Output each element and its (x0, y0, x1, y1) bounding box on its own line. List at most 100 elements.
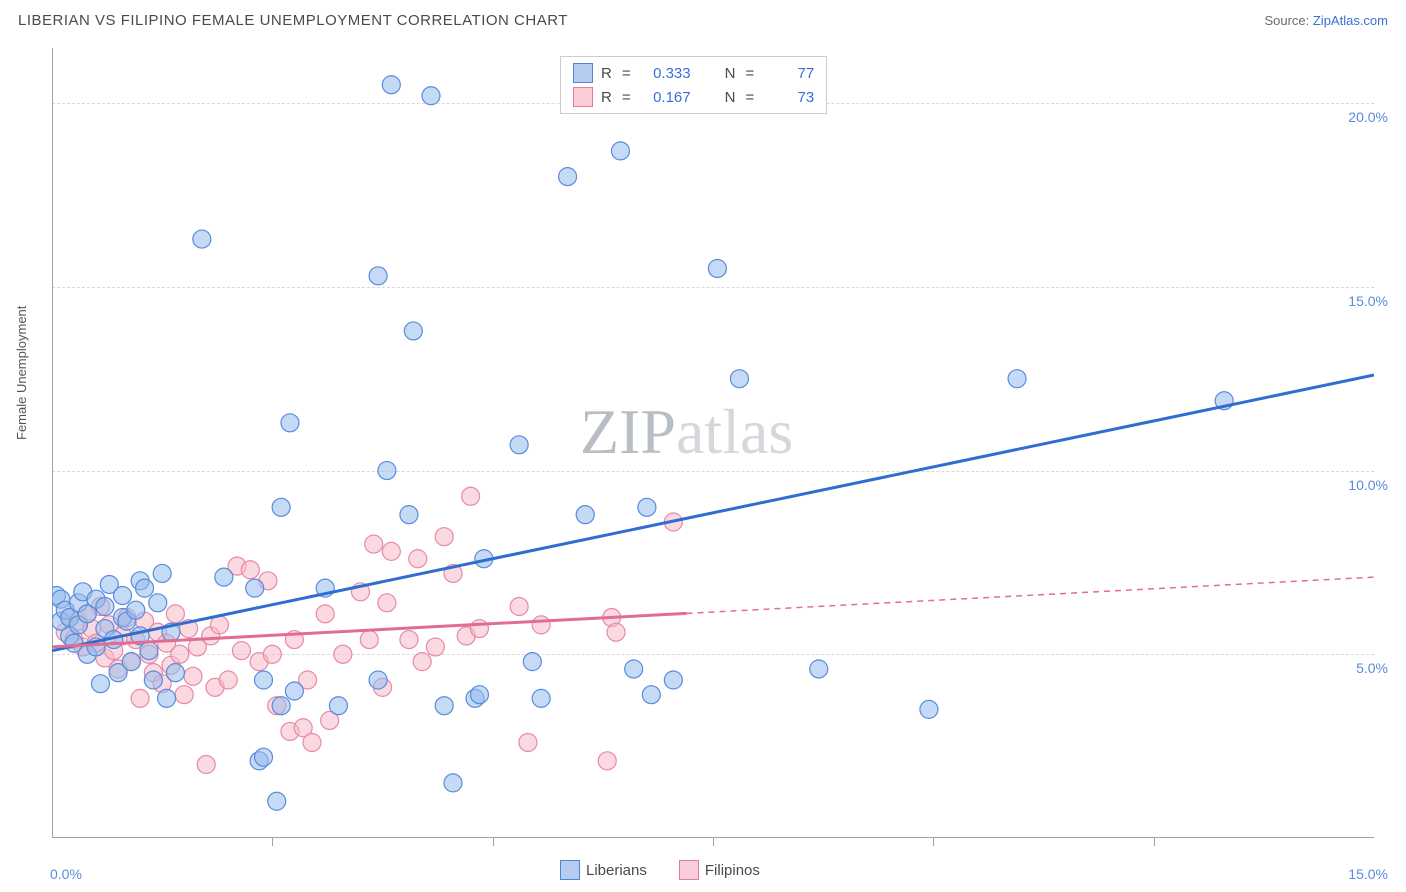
scatter-point (532, 689, 550, 707)
chart-container: LIBERIAN VS FILIPINO FEMALE UNEMPLOYMENT… (0, 0, 1406, 892)
scatter-point (1008, 370, 1026, 388)
scatter-point (510, 598, 528, 616)
source-attribution: Source: ZipAtlas.com (1264, 13, 1388, 28)
scatter-point (158, 689, 176, 707)
scatter-point (435, 697, 453, 715)
scatter-point (175, 686, 193, 704)
scatter-point (219, 671, 237, 689)
scatter-point (316, 605, 334, 623)
series-legend: Liberians Filipinos (560, 860, 760, 880)
scatter-point (215, 568, 233, 586)
scatter-point (382, 76, 400, 94)
equals-icon: = (622, 65, 631, 82)
scatter-point (413, 653, 431, 671)
scatter-point (96, 598, 114, 616)
scatter-point (241, 561, 259, 579)
x-tick-label: 0.0% (50, 866, 82, 882)
title-bar: LIBERIAN VS FILIPINO FEMALE UNEMPLOYMENT… (18, 12, 1388, 29)
legend-n-label: N (725, 89, 736, 106)
scatter-point (144, 671, 162, 689)
scatter-point (810, 660, 828, 678)
scatter-point (730, 370, 748, 388)
scatter-point (127, 601, 145, 619)
scatter-point (246, 579, 264, 597)
x-tick-mark (933, 838, 934, 846)
scatter-point (334, 645, 352, 663)
scatter-point (559, 168, 577, 186)
scatter-point (197, 756, 215, 774)
scatter-point (281, 414, 299, 432)
trend-line-dashed (687, 577, 1374, 613)
scatter-point (140, 642, 158, 660)
scatter-point (91, 675, 109, 693)
scatter-point (171, 645, 189, 663)
scatter-point (329, 697, 347, 715)
legend-row-liberians: R = 0.333 N = 77 (573, 63, 814, 83)
scatter-point (664, 671, 682, 689)
scatter-point (193, 230, 211, 248)
x-tick-label: 15.0% (1348, 866, 1388, 882)
legend-item-filipinos: Filipinos (679, 860, 760, 880)
scatter-point (131, 689, 149, 707)
scatter-point (920, 700, 938, 718)
source-link[interactable]: ZipAtlas.com (1313, 13, 1388, 28)
scatter-point (184, 667, 202, 685)
scatter-point (210, 616, 228, 634)
scatter-point (166, 605, 184, 623)
scatter-point (532, 616, 550, 634)
scatter-point (607, 623, 625, 641)
scatter-point (598, 752, 616, 770)
legend-label: Liberians (586, 862, 647, 879)
scatter-point (360, 631, 378, 649)
scatter-point (519, 733, 537, 751)
legend-n-label: N (725, 65, 736, 82)
legend-r-label: R (601, 65, 612, 82)
scatter-point (369, 267, 387, 285)
scatter-point (400, 631, 418, 649)
scatter-point (378, 594, 396, 612)
scatter-point (642, 686, 660, 704)
scatter-point (378, 462, 396, 480)
y-axis-label: Female Unemployment (14, 306, 29, 440)
source-label: Source: (1264, 13, 1312, 28)
scatter-point (426, 638, 444, 656)
scatter-plot-svg (52, 48, 1374, 838)
scatter-point (255, 748, 273, 766)
legend-r-value: 0.333 (641, 65, 691, 82)
scatter-point (149, 594, 167, 612)
scatter-point (400, 506, 418, 524)
scatter-point (625, 660, 643, 678)
correlation-legend: R = 0.333 N = 77 R = 0.167 N = 73 (560, 56, 827, 114)
scatter-point (136, 579, 154, 597)
x-tick-mark (272, 838, 273, 846)
chart-title: LIBERIAN VS FILIPINO FEMALE UNEMPLOYMENT… (18, 12, 568, 29)
scatter-point (409, 550, 427, 568)
swatch-blue-icon (573, 63, 593, 83)
scatter-point (285, 682, 303, 700)
legend-n-value: 77 (764, 65, 814, 82)
scatter-point (303, 733, 321, 751)
scatter-point (268, 792, 286, 810)
scatter-point (263, 645, 281, 663)
legend-label: Filipinos (705, 862, 760, 879)
scatter-point (382, 542, 400, 560)
legend-item-liberians: Liberians (560, 860, 647, 880)
scatter-point (153, 564, 171, 582)
x-tick-mark (713, 838, 714, 846)
scatter-point (708, 259, 726, 277)
scatter-point (576, 506, 594, 524)
scatter-point (470, 686, 488, 704)
scatter-point (272, 697, 290, 715)
scatter-point (611, 142, 629, 160)
legend-n-value: 73 (764, 89, 814, 106)
x-tick-mark (493, 838, 494, 846)
scatter-point (272, 498, 290, 516)
legend-r-label: R (601, 89, 612, 106)
scatter-point (365, 535, 383, 553)
scatter-point (510, 436, 528, 454)
scatter-point (523, 653, 541, 671)
scatter-point (638, 498, 656, 516)
x-tick-mark (1154, 838, 1155, 846)
scatter-point (444, 774, 462, 792)
swatch-blue-icon (560, 860, 580, 880)
